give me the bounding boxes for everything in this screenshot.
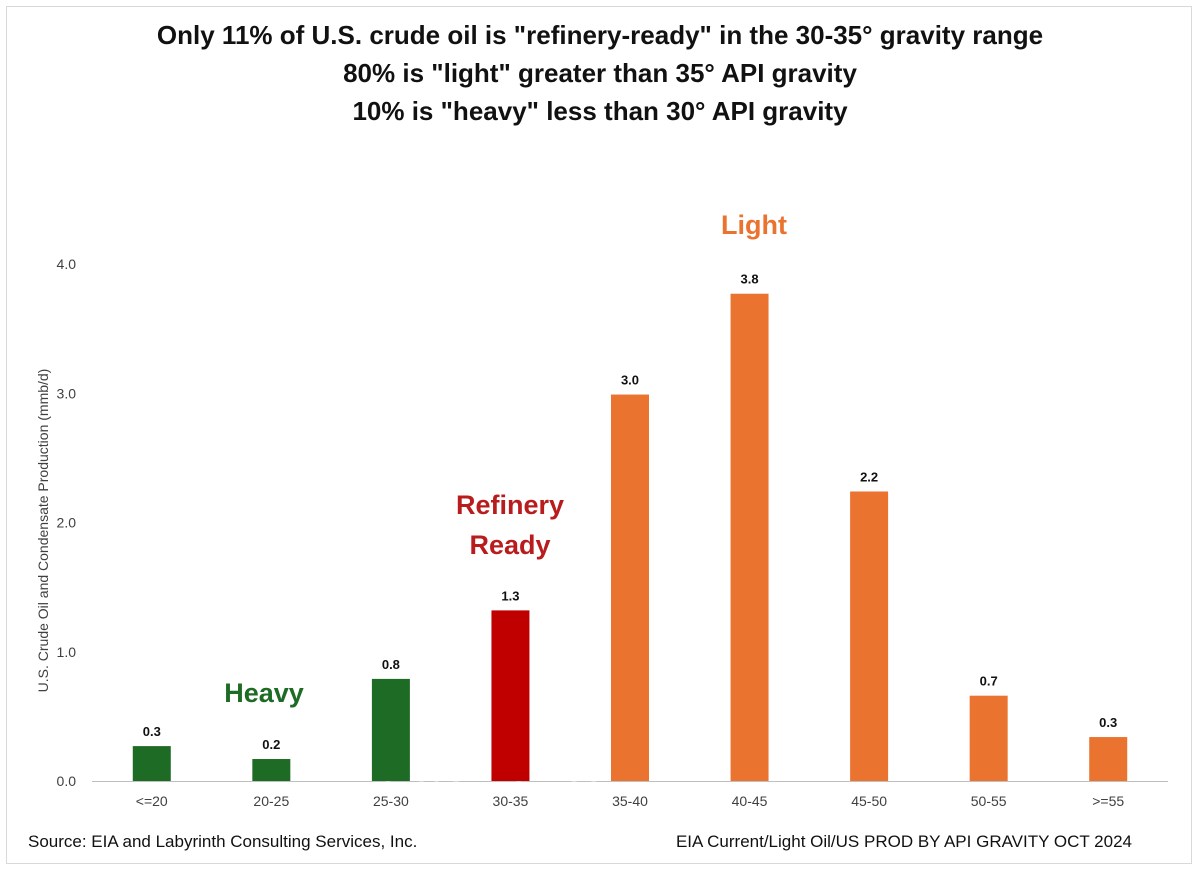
data-label: 0.2 (262, 737, 280, 752)
bar->=55 (1089, 737, 1128, 781)
y-tick-label: 0.0 (57, 773, 77, 789)
data-label: 0.7 (980, 674, 998, 689)
data-label: 0.8 (382, 657, 400, 672)
annotation-ready: Ready (469, 530, 550, 560)
bar-40-45 (730, 293, 769, 781)
y-axis-title: U.S. Crude Oil and Condensate Production… (35, 369, 51, 693)
chart-title-line-3: 10% is "heavy" less than 30° API gravity (352, 96, 848, 126)
y-tick-label: 2.0 (57, 515, 77, 531)
dataset-note: EIA Current/Light Oil/US PROD BY API GRA… (675, 832, 1132, 851)
annotation-light: Light (721, 210, 787, 240)
annotation-heavy: Heavy (224, 678, 304, 708)
bar-50-55 (969, 695, 1008, 781)
data-label: 0.3 (143, 724, 161, 739)
source-note: Source: EIA and Labyrinth Consulting Ser… (28, 832, 418, 851)
data-label: 3.0 (621, 373, 639, 388)
x-tick-label: 30-35 (493, 793, 529, 809)
bar-20-25 (252, 759, 291, 781)
bar-<=20 (132, 746, 171, 781)
x-tick-label: 45-50 (851, 793, 887, 809)
data-label: 1.3 (501, 588, 519, 603)
x-tick-label: <=20 (136, 793, 168, 809)
bar-25-30 (371, 678, 410, 781)
annotation-refinery: Refinery (456, 490, 564, 520)
chart-title-line-1: Only 11% of U.S. crude oil is "refinery-… (156, 20, 1044, 50)
y-tick-label: 1.0 (57, 644, 77, 660)
bar-45-50 (850, 491, 889, 781)
chart-title-line-2: 80% is "light" greater than 35° API grav… (343, 58, 857, 88)
bar-35-40 (611, 394, 649, 781)
x-tick-label: 35-40 (612, 793, 648, 809)
x-tick-label: 40-45 (732, 793, 768, 809)
data-label: 2.2 (860, 469, 878, 484)
y-tick-label: 3.0 (57, 385, 77, 401)
y-tick-label: 4.0 (57, 256, 77, 272)
data-label: 0.3 (1099, 715, 1117, 730)
bar-30-35 (491, 610, 530, 781)
x-tick-label: >=55 (1092, 793, 1124, 809)
x-tick-label: 25-30 (373, 793, 409, 809)
x-tick-label: 50-55 (971, 793, 1007, 809)
data-label: 3.8 (741, 272, 759, 287)
x-tick-label: 20-25 (253, 793, 289, 809)
